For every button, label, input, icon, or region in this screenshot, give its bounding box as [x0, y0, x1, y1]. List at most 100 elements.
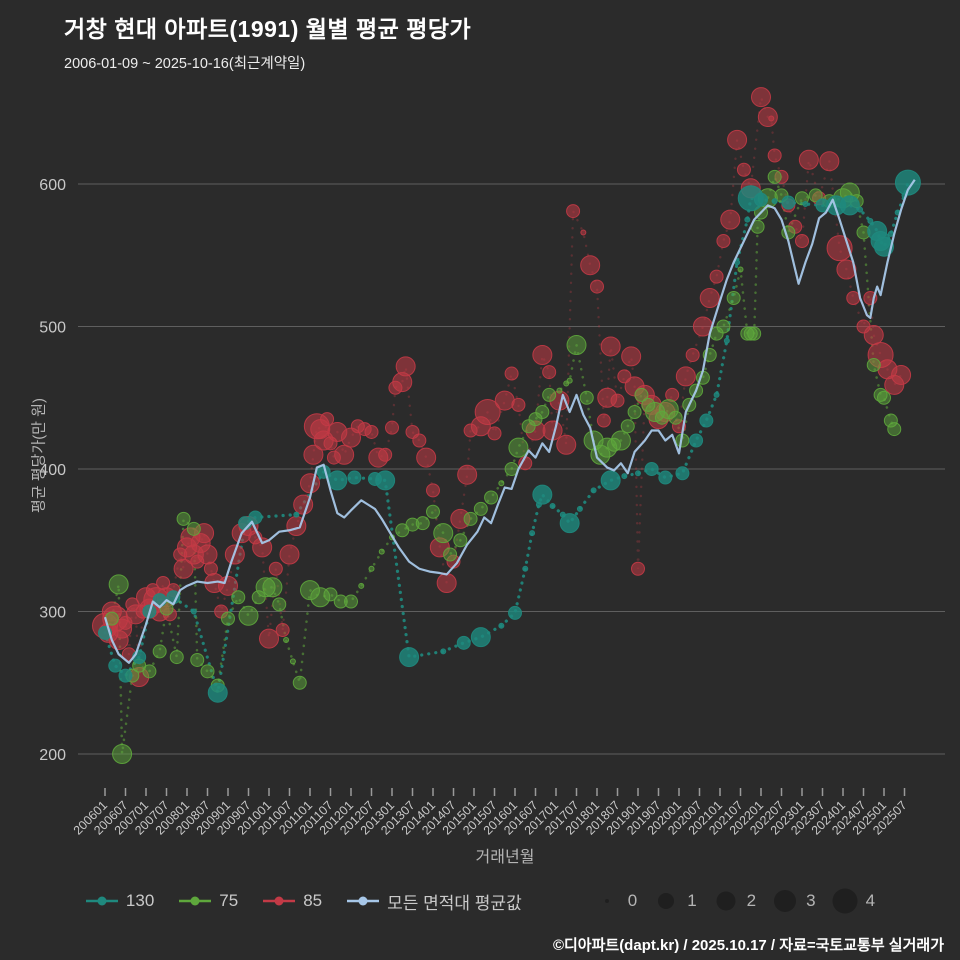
bubble-75-201509[interactable]: [498, 480, 505, 487]
bubble-130-201306[interactable]: [399, 647, 420, 668]
bubble-130-201609[interactable]: [532, 484, 553, 505]
bubble-130-201202[interactable]: [347, 470, 362, 485]
bubble-130-201604[interactable]: [522, 565, 529, 572]
bubble-75-201602[interactable]: [508, 437, 529, 458]
bubble-75-201010[interactable]: [292, 675, 307, 690]
bubble-130-201905[interactable]: [644, 462, 659, 476]
bubble-85-201207[interactable]: [364, 424, 379, 439]
bubble-130-202409[interactable]: [867, 218, 874, 225]
bubble-75-201912[interactable]: [668, 410, 683, 425]
bubble-75-201705[interactable]: [566, 377, 573, 384]
bubble-85-201305[interactable]: [395, 356, 416, 377]
bubble-85-200911[interactable]: [252, 537, 273, 558]
bubble-75-201503[interactable]: [473, 501, 488, 516]
bubble-85-202203[interactable]: [757, 107, 778, 128]
bubble-75-201002[interactable]: [262, 577, 283, 598]
bubble-75-201810[interactable]: [620, 419, 635, 434]
bubble-85-202005[interactable]: [685, 348, 700, 362]
bubble-75-201506[interactable]: [484, 490, 499, 505]
bubble-85-202205[interactable]: [767, 148, 782, 163]
bubble-75-201611[interactable]: [542, 387, 557, 402]
bubble-75-200702[interactable]: [142, 664, 157, 679]
bubble-75-202102[interactable]: [716, 319, 731, 334]
bubble-85-200901[interactable]: [218, 575, 239, 596]
bubble-75-201204[interactable]: [358, 582, 365, 589]
bubble-75-200907[interactable]: [238, 605, 259, 626]
bubble-130-202201[interactable]: [754, 192, 769, 207]
legend-item-75[interactable]: 75: [178, 891, 238, 911]
bubble-130-202002[interactable]: [675, 466, 690, 481]
bubble-130-200803[interactable]: [190, 608, 197, 615]
bubble-85-201111[interactable]: [334, 444, 355, 465]
bubble-75-201808[interactable]: [610, 430, 631, 451]
bubble-130-201503[interactable]: [470, 627, 491, 648]
bubble-85-202301[interactable]: [795, 234, 810, 248]
bubble-75-202504[interactable]: [887, 422, 902, 437]
bubble-85-201510[interactable]: [494, 390, 515, 411]
bubble-85-201507[interactable]: [487, 426, 502, 441]
bubble-75-202107[interactable]: [737, 266, 744, 273]
bubble-85-201401[interactable]: [426, 483, 441, 498]
bubble-130-201901[interactable]: [635, 470, 642, 477]
bubble-75-200901[interactable]: [221, 611, 236, 626]
bubble-130-201410[interactable]: [456, 635, 471, 650]
bubble-75-201201[interactable]: [344, 594, 359, 609]
bubble-130-202009[interactable]: [699, 413, 714, 428]
bubble-75-201008[interactable]: [289, 658, 296, 665]
bubble-75-202205[interactable]: [767, 169, 782, 184]
bubble-130-202103[interactable]: [723, 337, 730, 344]
legend-item-130[interactable]: 130: [85, 891, 154, 911]
bubble-75-202501[interactable]: [877, 390, 892, 405]
bubble-85-201611[interactable]: [542, 365, 557, 380]
bubble-75-201812[interactable]: [627, 405, 642, 419]
bubble-85-202106[interactable]: [727, 129, 748, 150]
bubble-85-202506[interactable]: [891, 364, 912, 385]
bubble-85-201005[interactable]: [275, 623, 290, 638]
bubble-85-201003[interactable]: [268, 561, 283, 576]
bubble-85-202201[interactable]: [751, 87, 772, 108]
bubble-75-201401[interactable]: [426, 504, 441, 519]
bubble-130-201009[interactable]: [293, 511, 300, 518]
bubble-130-202503[interactable]: [887, 230, 894, 237]
bubble-85-200807[interactable]: [197, 544, 218, 565]
bubble-75-201207[interactable]: [368, 565, 375, 572]
bubble-130-202302[interactable]: [802, 200, 809, 207]
bubble-75-201404[interactable]: [433, 523, 454, 544]
bubble-130-201509[interactable]: [498, 622, 505, 629]
bubble-75-201004[interactable]: [272, 597, 287, 612]
legend-item-모든 면적대 평균값[interactable]: 모든 면적대 평균값: [346, 889, 522, 914]
bubble-75-200705[interactable]: [152, 644, 167, 659]
bubble-85-201609[interactable]: [532, 345, 553, 365]
bubble-130-202209[interactable]: [781, 195, 796, 210]
bubble-85-201001[interactable]: [259, 628, 280, 649]
bubble-75-200904[interactable]: [231, 590, 246, 605]
bubble-85-201807[interactable]: [610, 393, 625, 408]
bubble-85-201803[interactable]: [596, 413, 611, 428]
bubble-130-201708[interactable]: [576, 505, 583, 512]
bubble-85-201805[interactable]: [600, 336, 621, 357]
bubble-130-201404[interactable]: [440, 648, 447, 655]
bubble-75-202410[interactable]: [866, 357, 881, 372]
bubble-75-201210[interactable]: [378, 548, 385, 555]
bubble-85-201007[interactable]: [279, 544, 300, 565]
bubble-85-202003[interactable]: [675, 366, 696, 387]
bubble-130-201211[interactable]: [375, 470, 396, 491]
bubble-85-202010[interactable]: [699, 288, 720, 308]
bubble-130-201805[interactable]: [600, 470, 621, 491]
bubble-85-202108[interactable]: [736, 162, 751, 177]
bubble-130-201712[interactable]: [590, 487, 597, 494]
bubble-85-202309[interactable]: [819, 151, 840, 172]
bubble-85-202102[interactable]: [716, 234, 731, 248]
bubble-75-201702[interactable]: [556, 387, 563, 394]
bubble-130-200604[interactable]: [108, 658, 123, 673]
bubble-85-201704[interactable]: [556, 434, 577, 455]
bubble-130-201612[interactable]: [549, 503, 556, 510]
bubble-75-201412[interactable]: [463, 511, 478, 526]
bubble-85-202104[interactable]: [720, 209, 741, 230]
bubble-130-201909[interactable]: [658, 470, 673, 485]
bubble-75-201710[interactable]: [579, 390, 594, 405]
bubble-75-202305[interactable]: [808, 188, 823, 203]
legend-item-85[interactable]: 85: [262, 891, 322, 911]
bubble-85-201709[interactable]: [580, 229, 587, 236]
bubble-85-202012[interactable]: [709, 269, 724, 284]
